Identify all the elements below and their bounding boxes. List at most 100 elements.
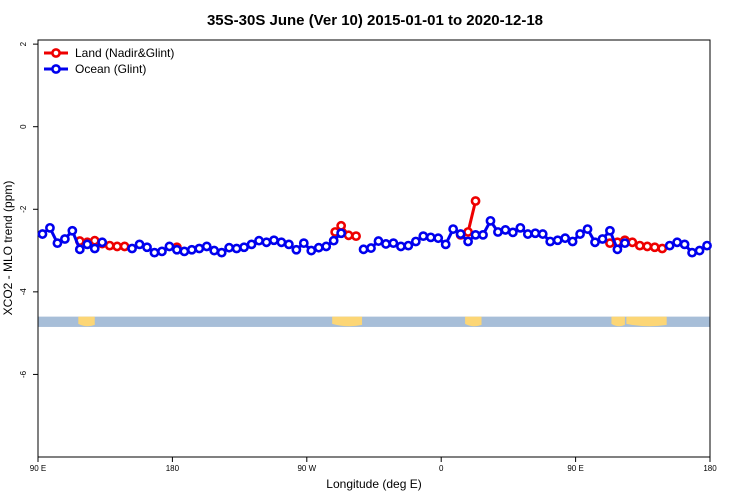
legend-label: Land (Nadir&Glint) [75,46,174,60]
data-point [269,235,279,246]
data-point [455,229,466,239]
data-point [82,239,93,250]
legend-marker [51,48,61,58]
land-patch [611,316,625,327]
land-ocean-strip [38,316,710,327]
land-patch [465,316,482,327]
series-1 [37,215,712,258]
data-point [463,236,473,247]
data-point [649,242,660,253]
data-point [515,222,526,233]
data-point [366,243,376,253]
data-point [687,247,697,258]
legend: Land (Nadir&Glint) Ocean (Glint) [44,46,174,76]
data-point [560,233,571,244]
data-point [552,235,563,246]
x-tick-label: 90 W [297,464,316,473]
data-point [530,228,541,239]
data-point [351,231,361,242]
x-tick-label: 0 [439,464,444,473]
data-point [89,243,100,254]
data-point [164,241,175,252]
data-point [545,236,556,247]
data-point [149,247,160,258]
data-point [679,239,690,250]
data-point [298,238,309,249]
data-point [336,228,347,239]
data-point [89,235,100,246]
data-point [373,236,384,246]
data-point [291,244,302,255]
data-point [470,196,481,206]
data-point [440,239,451,250]
data-point [493,227,503,237]
data-point [157,246,167,257]
data-point [478,229,488,240]
data-point [224,242,235,253]
data-point [582,224,593,234]
data-point [216,247,227,258]
y-tick-label: -6 [19,370,28,378]
legend-label: Ocean (Glint) [75,62,146,76]
data-point [702,240,712,251]
data-point [37,229,48,239]
data-point [231,243,242,254]
x-tick-label: 90 E [567,464,583,473]
axis-ticks: 90 E 180 90 W 0 90 E 180 2 0 -2 -4 -6 [19,41,717,473]
data-point [283,239,294,250]
data-point [575,229,585,239]
data-point [403,240,414,251]
data-point [171,244,182,255]
data-point [246,239,257,250]
data-point [612,244,623,255]
y-tick-label: 2 [19,41,28,46]
data-point [321,241,332,252]
data-point [463,227,473,237]
data-point [358,244,369,255]
data-point [112,241,123,252]
data-point [97,237,108,248]
data-point [104,240,115,251]
data-point [425,232,436,243]
x-tick-label: 90 E [30,464,46,473]
data-point [306,245,317,256]
x-tick-label: 180 [166,464,180,473]
data-point [142,242,152,253]
data-point [52,238,63,249]
data-point [410,236,421,247]
data-point [381,239,391,249]
data-point [239,242,249,253]
data-point [605,225,615,236]
data-point [433,233,444,244]
data-point [522,229,533,239]
data-point [59,234,70,244]
data-point [313,242,324,253]
data-point [507,227,518,238]
data-point [45,222,55,233]
data-point [597,234,608,244]
ocean-band [38,316,710,327]
data-point [343,230,354,241]
data-point [209,245,220,256]
data-point [537,229,548,239]
data-point [485,215,496,226]
data-point [276,237,287,248]
chart-title: 35S-30S June (Ver 10) 2015-01-01 to 2020… [207,12,543,29]
data-point [395,241,406,252]
data-point [119,241,130,252]
data-point [127,243,137,254]
x-tick-label: 180 [703,464,717,473]
x-axis-label: Longitude (deg E) [326,477,421,491]
data-point [254,235,264,246]
data-point [500,225,511,235]
y-tick-label: -2 [19,205,28,213]
data-point [388,238,399,249]
data-point [261,237,272,248]
y-tick-label: -4 [19,288,28,296]
data-series [37,196,712,258]
data-point [664,240,675,251]
land-patch [332,316,363,327]
data-point [657,243,668,254]
data-point [567,236,578,247]
